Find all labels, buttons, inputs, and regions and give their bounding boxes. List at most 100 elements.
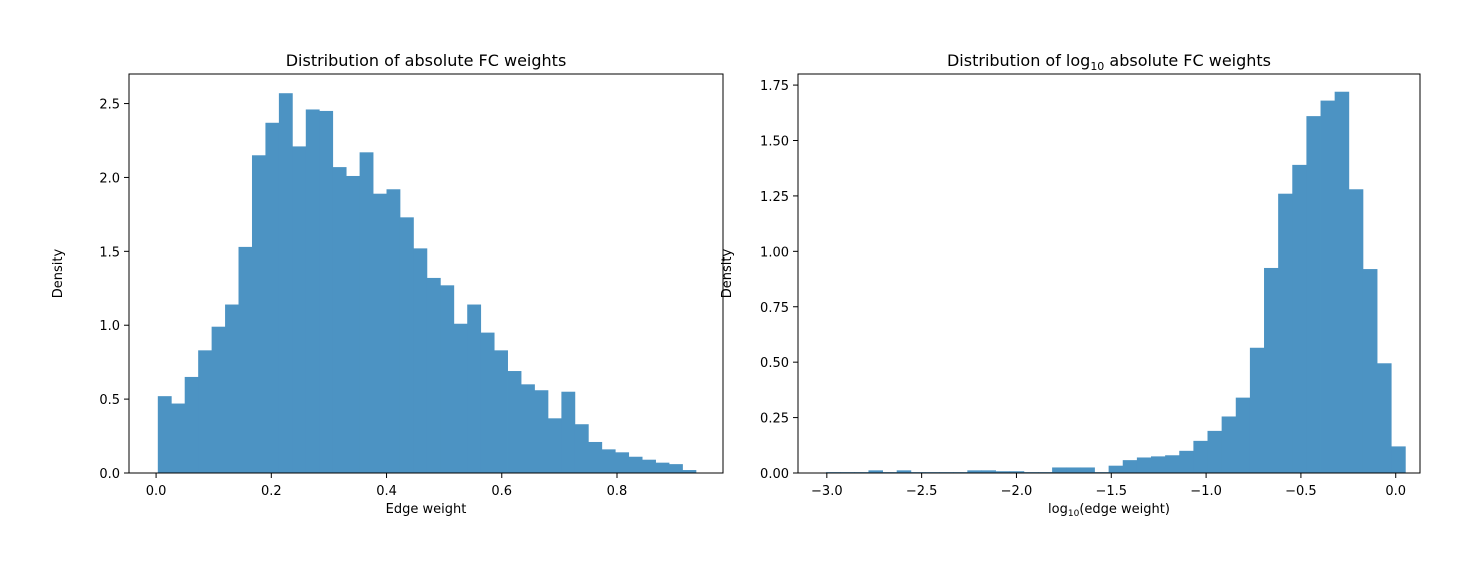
y-tick-label: 2.5 [99, 98, 120, 113]
x-tick-label: 0.0 [1385, 484, 1406, 499]
histogram-bar [981, 470, 996, 473]
chart-title-rest: absolute FC weights [1104, 51, 1271, 70]
histogram-bar [373, 193, 387, 473]
histogram-bar [251, 155, 266, 473]
histogram-bar [1221, 416, 1237, 473]
y-tick-label: 0.5 [99, 393, 120, 408]
y-tick-label: 1.00 [760, 245, 789, 260]
histogram-bar [1122, 460, 1138, 473]
x-axis-label: Edge weight [386, 502, 467, 517]
x-axis-label: log10(edge weight) [1048, 502, 1170, 519]
histogram-bar [413, 248, 428, 473]
chart-title-main: Distribution of absolute FC weights [286, 51, 567, 70]
y-tick-label: 1.75 [760, 79, 789, 94]
histogram-bar [225, 304, 239, 473]
histogram-bar [1362, 269, 1378, 473]
histogram-bar [1264, 267, 1279, 473]
histogram-bar [1334, 91, 1350, 473]
chart-title-subscript: 10 [1090, 60, 1104, 73]
x-tick-label: −2.0 [1001, 484, 1033, 499]
histogram-bar [198, 350, 213, 473]
y-tick-label: 1.0 [99, 319, 120, 334]
histogram-bar [1165, 455, 1180, 473]
histogram-bar [1009, 471, 1025, 473]
axes-frame [797, 73, 1421, 474]
histogram-bar [1235, 397, 1251, 473]
histogram-bar [157, 396, 172, 473]
y-axis-label: Density [51, 248, 66, 298]
histogram-bar [1320, 100, 1336, 473]
histogram-bar [1207, 430, 1223, 473]
histogram-bar [868, 470, 883, 473]
chart-title-main: Distribution of log [947, 51, 1090, 70]
histogram-bar [211, 326, 226, 473]
x-tick-label: −1.0 [1190, 484, 1222, 499]
chart-title: Distribution of absolute FC weights [286, 51, 567, 70]
x-tick-label: 0.0 [146, 484, 167, 499]
histogram-bar [1080, 467, 1095, 473]
y-tick-label: 0.75 [760, 301, 789, 316]
histogram-bar [278, 93, 293, 474]
histogram-bar [453, 323, 468, 473]
x-axis-label-main: log [1048, 502, 1068, 517]
histogram-bar [896, 470, 912, 473]
histogram-bar [1066, 467, 1081, 473]
histogram-bar [292, 146, 307, 473]
histogram-bar [1179, 450, 1194, 473]
histogram-bar [265, 122, 280, 474]
histogram-bar [1348, 189, 1364, 473]
histogram-bar [669, 464, 683, 473]
x-tick-label: 0.6 [491, 484, 512, 499]
axes-frame [128, 73, 724, 474]
x-axis-label-rest: (edge weight) [1079, 502, 1170, 517]
y-tick-label: 0.0 [99, 467, 120, 482]
histogram-bar [601, 449, 616, 473]
histogram-bar [426, 277, 441, 473]
histogram-bar [480, 332, 495, 473]
histogram-bar [1249, 347, 1265, 473]
y-tick-label: 0.25 [760, 412, 789, 427]
histogram-bar [359, 152, 374, 473]
histogram-bar [547, 418, 562, 473]
chart-title: Distribution of log10 absolute FC weight… [947, 51, 1271, 73]
x-axis-label-subscript: 10 [1068, 509, 1080, 519]
histogram-bar [615, 452, 630, 473]
x-tick-label: 0.8 [607, 484, 628, 499]
histogram-bar [440, 285, 455, 473]
histogram-bar [534, 390, 549, 473]
histogram-bar [1193, 440, 1208, 473]
x-axis-label-main: Edge weight [386, 502, 467, 517]
histogram-bar [1151, 456, 1166, 474]
histogram-bar [1136, 457, 1152, 473]
y-tick-label: 1.5 [99, 245, 120, 260]
histogram-bar [494, 350, 508, 473]
histogram-bar [628, 456, 643, 473]
histogram-bar [507, 371, 522, 473]
x-tick-label: −2.5 [906, 484, 938, 499]
histogram-bar [1052, 467, 1067, 473]
x-tick-label: −3.0 [811, 484, 843, 499]
histogram-bar [319, 110, 334, 473]
histogram-bar [682, 470, 697, 473]
histogram-bar [588, 441, 603, 473]
histogram-bar [1306, 116, 1321, 474]
histogram-bar [967, 470, 982, 473]
histogram-bar [995, 471, 1011, 473]
histogram-bar [1391, 446, 1406, 473]
histogram-bar [1278, 193, 1293, 473]
histogram-bar [238, 246, 253, 473]
x-tick-label: −1.5 [1095, 484, 1127, 499]
histogram-bar [1108, 465, 1124, 473]
y-axis-label: Density [720, 248, 735, 298]
histogram-bar [574, 424, 589, 473]
x-tick-label: −0.5 [1285, 484, 1317, 499]
histogram-bar [184, 376, 199, 473]
histogram-bar [467, 304, 482, 473]
y-tick-label: 1.25 [760, 190, 789, 205]
y-tick-label: 2.0 [99, 171, 120, 186]
histogram-bar [305, 109, 320, 473]
histogram-bar [1377, 363, 1392, 473]
histogram-bar [346, 175, 360, 473]
